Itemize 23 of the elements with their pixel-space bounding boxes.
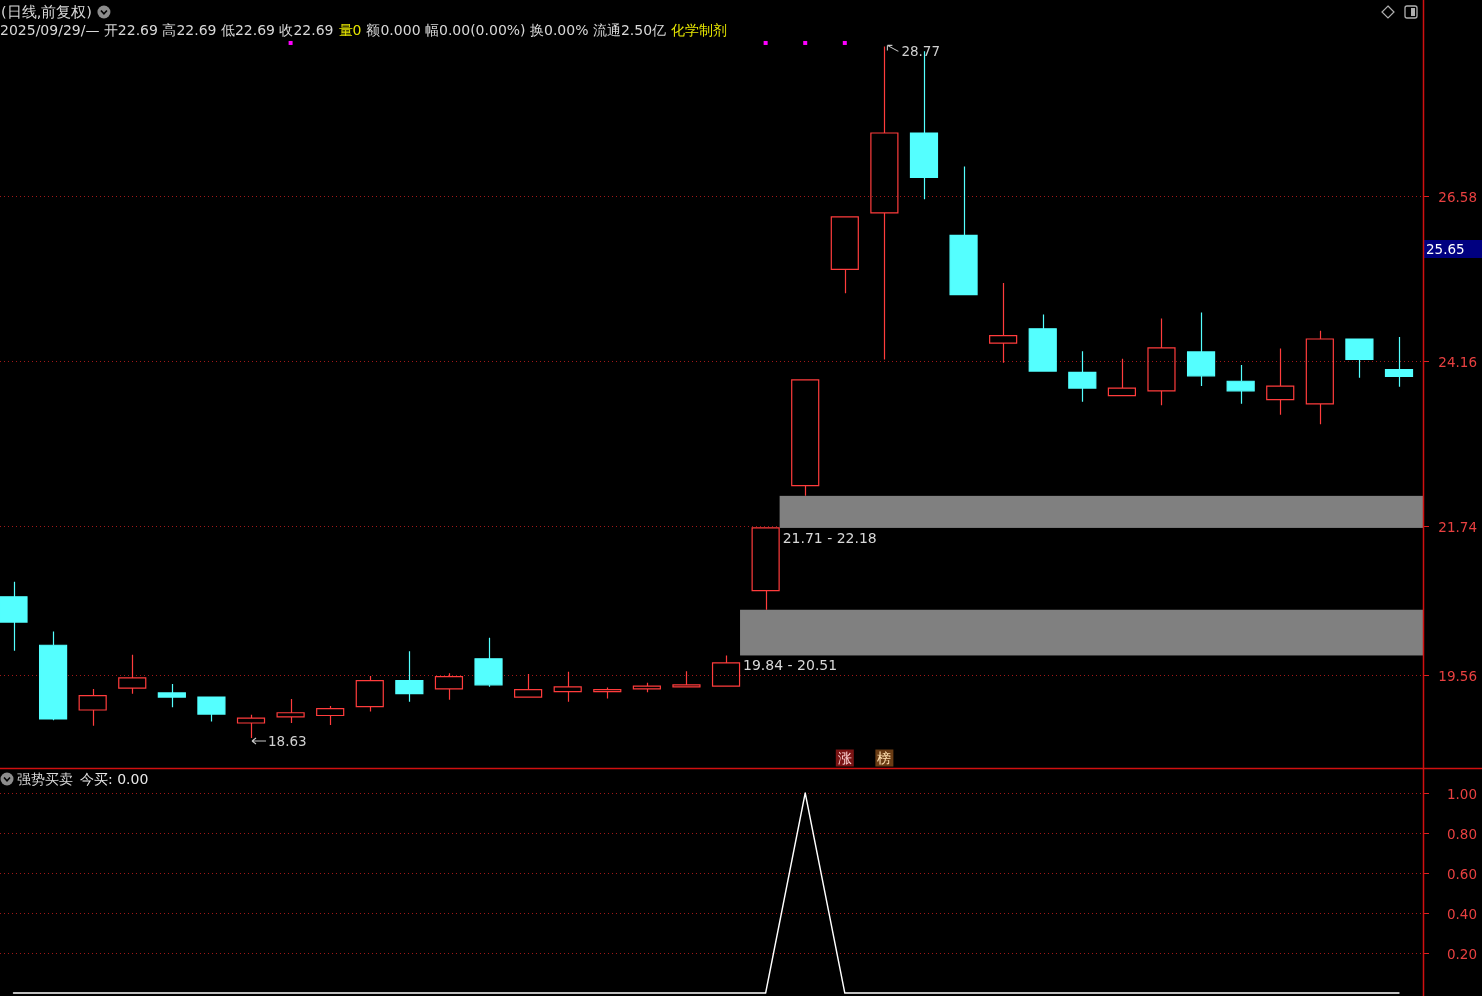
- annotation: 28.77: [901, 43, 941, 60]
- y-tick-label: 26.58: [1438, 188, 1477, 205]
- text: 2025/09/29/— 开22.69 高22.69 低22.69 收22.69: [0, 22, 334, 38]
- band-label: 21.71 - 22.18: [782, 529, 877, 546]
- annotation: 榜: [877, 750, 892, 766]
- chart-title: (日线,前复权): [1, 4, 92, 20]
- annotation: 涨: [837, 750, 852, 766]
- annotation: 量0: [338, 22, 362, 38]
- annotation: 18.63: [268, 732, 307, 749]
- y-tick-label: 24.16: [1438, 353, 1477, 370]
- y-tick-label: 0.60: [1446, 865, 1477, 882]
- y-tick-label: 21.74: [1438, 518, 1477, 535]
- band-label: 19.84 - 20.51: [743, 657, 838, 674]
- y-tick-label: 0.80: [1446, 825, 1477, 842]
- annotation: 额0.000 幅0.00(0.00%) 换0.00% 流通2.50亿: [366, 22, 667, 38]
- chart-subtitle: 今买: 0.00: [80, 771, 149, 787]
- annotation: 化学制剂: [671, 22, 728, 38]
- y-tick-label: 1.00: [1446, 785, 1477, 802]
- chart-title: 强势买卖: [17, 771, 73, 787]
- y-tick-label: 19.56: [1438, 667, 1477, 684]
- y-tick-label: 0.20: [1446, 945, 1477, 962]
- text: 25.65: [1426, 241, 1465, 257]
- y-tick-label: 0.40: [1446, 905, 1477, 922]
